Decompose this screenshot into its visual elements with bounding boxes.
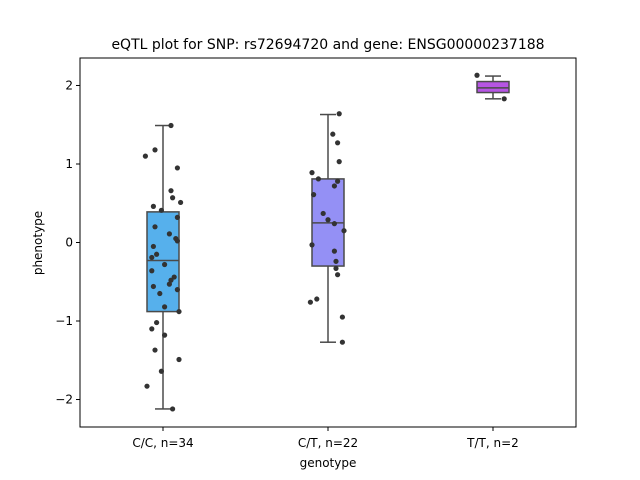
data-point (168, 188, 174, 194)
data-point (315, 176, 321, 182)
data-point (171, 274, 177, 280)
data-point (170, 406, 176, 412)
data-point (335, 140, 341, 146)
data-point (176, 356, 182, 363)
points-layer (142, 72, 507, 412)
data-point (330, 131, 336, 137)
data-point (339, 314, 345, 320)
data-point (341, 228, 347, 234)
x-axis: C/C, n=34 C/T, n=22 T/T, n=2 (132, 427, 519, 450)
data-point (331, 183, 337, 189)
box-2 (476, 75, 510, 100)
data-point (149, 326, 155, 332)
data-point (174, 238, 180, 244)
data-point (311, 192, 317, 198)
data-point (170, 195, 176, 201)
data-point (150, 283, 156, 290)
data-point (168, 277, 174, 283)
y-tick-label: 2 (65, 78, 73, 92)
data-point (309, 242, 315, 248)
box-iqr (146, 211, 180, 313)
y-axis: −2 −1 0 1 2 (55, 78, 80, 407)
data-point (144, 383, 150, 389)
data-point (154, 251, 160, 257)
data-point (307, 299, 313, 305)
data-point (142, 153, 148, 159)
data-point (174, 287, 180, 293)
data-point (501, 96, 507, 102)
data-point (474, 72, 480, 78)
data-point (149, 254, 155, 261)
box-0 (146, 124, 180, 410)
data-point (152, 147, 158, 153)
data-point (150, 243, 156, 250)
data-point (331, 221, 337, 227)
data-point (168, 122, 174, 129)
y-axis-label: phenotype (31, 211, 45, 275)
data-point (333, 265, 339, 272)
data-point (162, 332, 168, 338)
data-point (152, 347, 158, 353)
y-tick-label: −2 (55, 393, 73, 407)
data-point (174, 214, 180, 220)
data-point (336, 159, 342, 165)
data-point (176, 308, 182, 315)
data-point (157, 290, 163, 297)
data-point (174, 165, 180, 171)
chart-title: eQTL plot for SNP: rs72694720 and gene: … (111, 37, 544, 53)
box-1 (311, 113, 345, 343)
data-point (166, 231, 172, 237)
data-point (178, 199, 184, 206)
data-point (320, 210, 326, 217)
y-tick-label: −1 (55, 314, 73, 328)
box-iqr (476, 80, 510, 94)
x-tick-label: C/T, n=22 (298, 436, 358, 450)
data-point (335, 272, 341, 278)
data-point (314, 296, 320, 302)
x-tick-label: C/C, n=34 (132, 436, 193, 450)
data-point (335, 178, 341, 184)
x-tick-label: T/T, n=2 (466, 436, 519, 450)
data-point (162, 261, 168, 268)
data-point (325, 217, 331, 223)
data-point (158, 368, 164, 374)
data-point (339, 339, 345, 345)
data-point (154, 319, 160, 326)
data-point (333, 258, 339, 264)
data-point (336, 111, 342, 117)
y-tick-label: 1 (65, 157, 73, 171)
y-tick-label: 0 (65, 236, 73, 250)
data-point (158, 207, 164, 213)
data-point (150, 203, 156, 209)
data-point (331, 248, 337, 254)
x-axis-label: genotype (300, 456, 357, 470)
data-point (149, 268, 155, 274)
data-point (152, 224, 158, 230)
data-point (162, 304, 168, 310)
data-point (309, 170, 315, 176)
data-point (166, 281, 172, 287)
boxes-layer (146, 75, 510, 410)
